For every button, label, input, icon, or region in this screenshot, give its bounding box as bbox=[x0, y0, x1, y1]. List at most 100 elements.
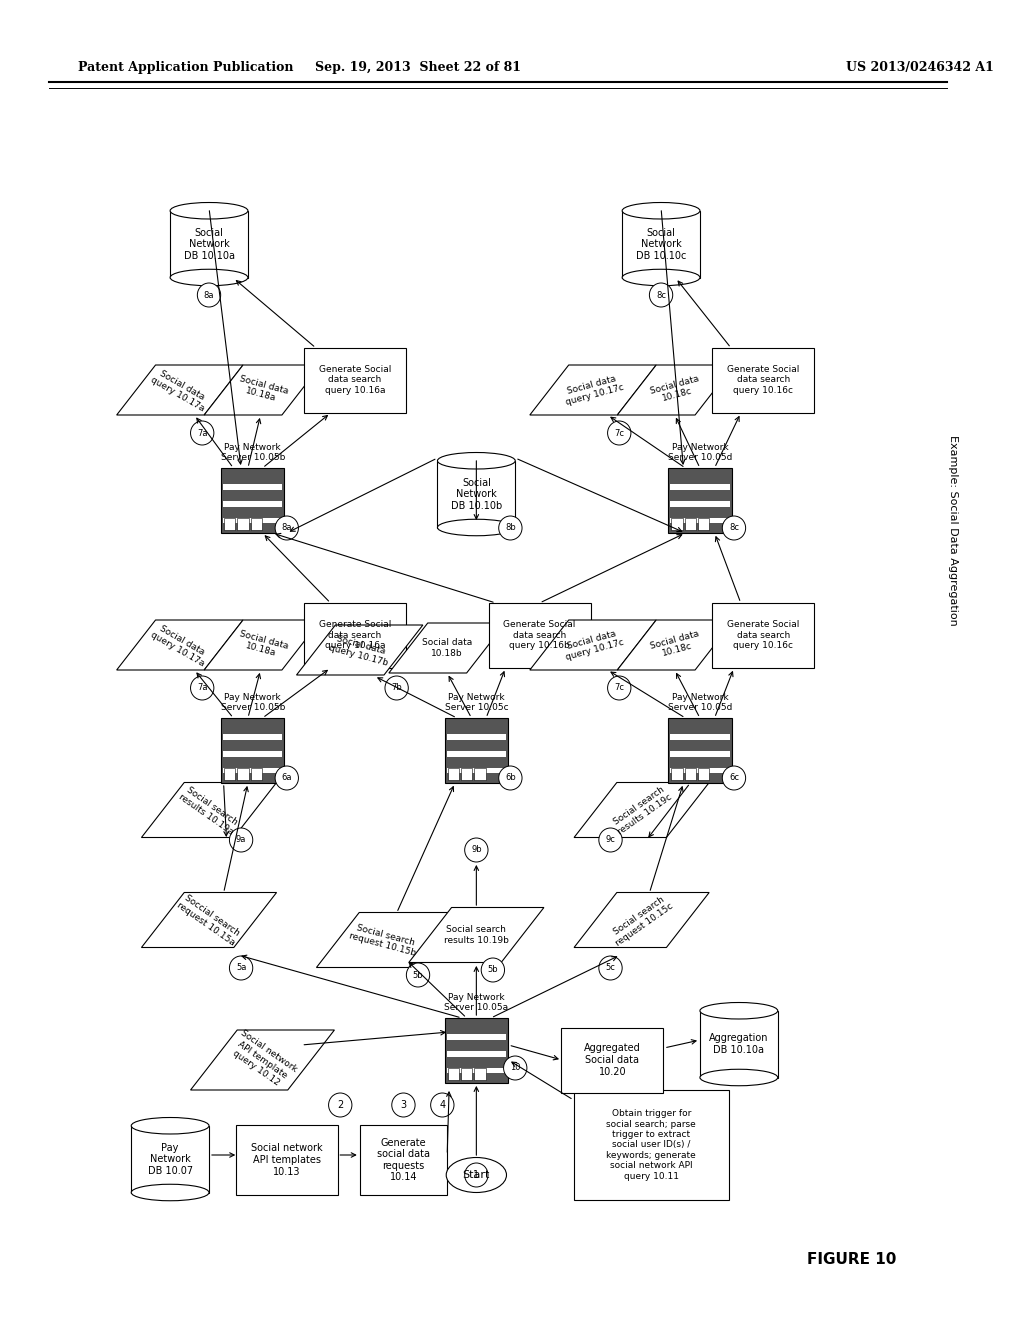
Bar bbox=[251, 517, 262, 529]
Text: 8c: 8c bbox=[656, 290, 666, 300]
Text: Example: Social Data Aggregation: Example: Social Data Aggregation bbox=[947, 434, 957, 626]
Text: 6a: 6a bbox=[282, 774, 292, 783]
Polygon shape bbox=[529, 366, 656, 414]
Polygon shape bbox=[117, 366, 243, 414]
Text: Obtain trigger for
social search; parse
trigger to extract
social user ID(s) /
k: Obtain trigger for social search; parse … bbox=[606, 1109, 696, 1180]
Text: Pay
Network
DB 10.07: Pay Network DB 10.07 bbox=[147, 1143, 193, 1176]
Bar bbox=[221, 718, 285, 783]
Text: Generate Social
data search
query 10.16a: Generate Social data search query 10.16a bbox=[318, 620, 391, 649]
Circle shape bbox=[275, 516, 298, 540]
Polygon shape bbox=[297, 624, 423, 675]
Bar bbox=[669, 467, 731, 532]
Ellipse shape bbox=[623, 202, 700, 219]
Bar bbox=[223, 484, 283, 490]
Text: Social data
10.18c: Social data 10.18c bbox=[649, 630, 702, 661]
Circle shape bbox=[599, 956, 623, 979]
Text: 7c: 7c bbox=[614, 684, 625, 693]
Bar bbox=[698, 517, 710, 529]
Bar bbox=[446, 1034, 506, 1040]
Text: Aggregation
DB 10.10a: Aggregation DB 10.10a bbox=[709, 1034, 769, 1055]
Bar bbox=[238, 517, 249, 529]
Bar bbox=[444, 1018, 508, 1082]
Text: 8c: 8c bbox=[729, 524, 739, 532]
Bar bbox=[671, 751, 729, 756]
Bar bbox=[712, 602, 814, 668]
Bar bbox=[671, 500, 729, 507]
Circle shape bbox=[229, 828, 253, 851]
Circle shape bbox=[275, 766, 298, 789]
Text: 4: 4 bbox=[439, 1100, 445, 1110]
Polygon shape bbox=[389, 623, 506, 673]
Circle shape bbox=[499, 766, 522, 789]
Circle shape bbox=[504, 1056, 527, 1080]
Bar bbox=[685, 517, 696, 529]
Circle shape bbox=[465, 838, 488, 862]
Bar bbox=[251, 768, 262, 780]
Bar bbox=[223, 768, 283, 774]
Text: Pay Network
Server 10.05d: Pay Network Server 10.05d bbox=[668, 444, 732, 462]
Bar bbox=[461, 768, 472, 780]
Bar bbox=[238, 768, 249, 780]
Text: 6b: 6b bbox=[505, 774, 516, 783]
Circle shape bbox=[190, 421, 214, 445]
Text: Social search
request 10.15b: Social search request 10.15b bbox=[348, 921, 420, 958]
Text: 9a: 9a bbox=[236, 836, 247, 845]
Polygon shape bbox=[617, 366, 734, 414]
Circle shape bbox=[198, 282, 221, 308]
Circle shape bbox=[722, 516, 745, 540]
Circle shape bbox=[392, 1093, 415, 1117]
Ellipse shape bbox=[131, 1118, 209, 1134]
Ellipse shape bbox=[131, 1184, 209, 1201]
Text: Social data
query 10.17a: Social data query 10.17a bbox=[148, 622, 211, 668]
Text: Social data
query 10.17c: Social data query 10.17c bbox=[561, 372, 625, 407]
Text: Generate
social data
requests
10.14: Generate social data requests 10.14 bbox=[377, 1138, 430, 1183]
Text: Social data
10.18a: Social data 10.18a bbox=[236, 374, 289, 405]
Polygon shape bbox=[204, 366, 321, 414]
Bar bbox=[671, 768, 729, 774]
Text: Pay Network
Server 10.05d: Pay Network Server 10.05d bbox=[668, 693, 732, 713]
Text: Generate Social
data search
query 10.16a: Generate Social data search query 10.16a bbox=[318, 366, 391, 395]
Bar bbox=[623, 211, 700, 277]
Bar bbox=[671, 734, 729, 739]
Text: Social
Network
DB 10.10a: Social Network DB 10.10a bbox=[183, 227, 234, 261]
Polygon shape bbox=[117, 620, 243, 671]
Bar bbox=[223, 751, 283, 756]
Text: 9b: 9b bbox=[471, 846, 481, 854]
Polygon shape bbox=[617, 620, 734, 671]
Text: Sep. 19, 2013  Sheet 22 of 81: Sep. 19, 2013 Sheet 22 of 81 bbox=[315, 62, 521, 74]
Text: US 2013/0246342 A1: US 2013/0246342 A1 bbox=[846, 62, 993, 74]
Bar bbox=[672, 517, 683, 529]
Text: Social search
results 10.19c: Social search results 10.19c bbox=[609, 784, 674, 837]
Bar bbox=[712, 347, 814, 412]
Text: Pay Network
Server 10.05a: Pay Network Server 10.05a bbox=[444, 993, 508, 1012]
Text: 6c: 6c bbox=[729, 774, 739, 783]
Bar bbox=[446, 1051, 506, 1056]
Circle shape bbox=[599, 828, 623, 851]
Text: Patent Application Publication: Patent Application Publication bbox=[78, 62, 293, 74]
Circle shape bbox=[649, 282, 673, 308]
Circle shape bbox=[499, 516, 522, 540]
Text: 9c: 9c bbox=[605, 836, 615, 845]
Text: Social search
request 10.15c: Social search request 10.15c bbox=[608, 892, 675, 948]
Bar bbox=[672, 768, 683, 780]
Bar bbox=[224, 517, 236, 529]
Text: 7c: 7c bbox=[614, 429, 625, 437]
Ellipse shape bbox=[437, 519, 515, 536]
Circle shape bbox=[465, 1163, 488, 1187]
Text: Aggregated
Social data
10.20: Aggregated Social data 10.20 bbox=[584, 1043, 641, 1077]
Text: Social network
API template
query 10.12: Social network API template query 10.12 bbox=[226, 1028, 298, 1092]
Bar bbox=[304, 602, 406, 668]
Bar bbox=[698, 768, 710, 780]
Text: Social data
query 10.17c: Social data query 10.17c bbox=[561, 628, 625, 663]
Text: Pay Network
Server 10.05c: Pay Network Server 10.05c bbox=[444, 693, 508, 713]
Bar bbox=[561, 1027, 664, 1093]
Text: Start: Start bbox=[463, 1170, 490, 1180]
Bar bbox=[671, 484, 729, 490]
Bar bbox=[488, 602, 591, 668]
Polygon shape bbox=[574, 783, 710, 837]
Polygon shape bbox=[409, 908, 544, 962]
Text: 7a: 7a bbox=[197, 684, 208, 693]
Circle shape bbox=[722, 766, 745, 789]
Bar bbox=[223, 517, 283, 523]
Ellipse shape bbox=[437, 453, 515, 469]
